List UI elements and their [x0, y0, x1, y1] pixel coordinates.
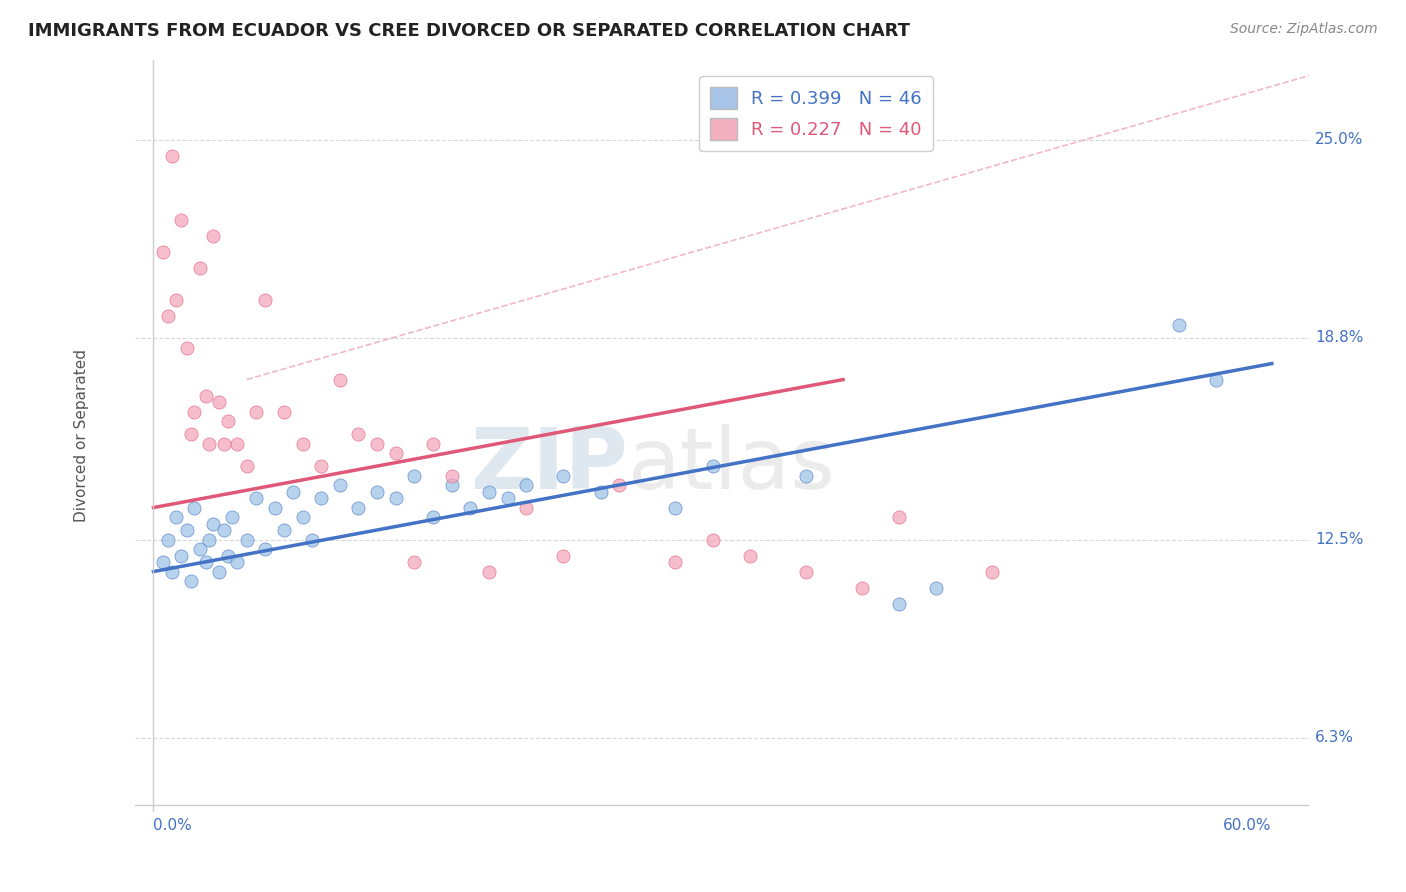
- Point: [301, 533, 323, 547]
- Point: [366, 436, 388, 450]
- Point: [263, 500, 285, 515]
- Point: [214, 436, 236, 450]
- Point: [245, 404, 267, 418]
- Point: [496, 491, 519, 505]
- Point: [226, 436, 249, 450]
- Point: [254, 293, 277, 307]
- Point: [329, 478, 352, 492]
- Point: [194, 555, 217, 569]
- Point: [981, 565, 1004, 579]
- Point: [273, 404, 295, 418]
- Point: [160, 148, 183, 162]
- Point: [217, 414, 239, 428]
- Point: [347, 500, 370, 515]
- Point: [794, 468, 817, 483]
- Legend: R = 0.399   N = 46, R = 0.227   N = 40: R = 0.399 N = 46, R = 0.227 N = 40: [699, 76, 932, 151]
- Point: [226, 555, 249, 569]
- Point: [515, 478, 537, 492]
- Point: [1167, 318, 1189, 333]
- Text: Divorced or Separated: Divorced or Separated: [75, 349, 90, 522]
- Point: [478, 565, 501, 579]
- Point: [609, 478, 631, 492]
- Point: [176, 341, 198, 355]
- Point: [170, 212, 193, 227]
- Point: [235, 458, 257, 473]
- Point: [925, 581, 948, 595]
- Point: [194, 388, 217, 402]
- Point: [515, 500, 537, 515]
- Point: [291, 510, 314, 524]
- Point: [157, 533, 180, 547]
- Point: [553, 468, 575, 483]
- Point: [170, 549, 193, 563]
- Point: [152, 555, 174, 569]
- Point: [309, 491, 332, 505]
- Point: [422, 436, 444, 450]
- Text: 12.5%: 12.5%: [1315, 532, 1364, 547]
- Text: atlas: atlas: [628, 425, 837, 508]
- Point: [702, 533, 724, 547]
- Point: [384, 446, 406, 460]
- Point: [217, 549, 239, 563]
- Point: [157, 309, 180, 323]
- Point: [183, 404, 205, 418]
- Point: [165, 293, 187, 307]
- Text: Source: ZipAtlas.com: Source: ZipAtlas.com: [1230, 22, 1378, 37]
- Point: [440, 478, 463, 492]
- Point: [165, 510, 187, 524]
- Point: [1205, 373, 1227, 387]
- Point: [458, 500, 481, 515]
- Point: [245, 491, 267, 505]
- Point: [160, 565, 183, 579]
- Point: [440, 468, 463, 483]
- Point: [283, 484, 305, 499]
- Point: [366, 484, 388, 499]
- Point: [422, 510, 444, 524]
- Point: [851, 581, 873, 595]
- Point: [794, 565, 817, 579]
- Text: 0.0%: 0.0%: [153, 818, 193, 833]
- Point: [254, 542, 277, 557]
- Point: [309, 458, 332, 473]
- Point: [208, 565, 231, 579]
- Point: [180, 574, 202, 589]
- Point: [664, 500, 686, 515]
- Point: [702, 458, 724, 473]
- Point: [183, 500, 205, 515]
- Point: [329, 373, 352, 387]
- Point: [291, 436, 314, 450]
- Point: [176, 523, 198, 537]
- Point: [152, 244, 174, 259]
- Point: [887, 510, 910, 524]
- Point: [180, 427, 202, 442]
- Point: [384, 491, 406, 505]
- Point: [188, 260, 211, 275]
- Point: [188, 542, 211, 557]
- Text: 60.0%: 60.0%: [1223, 818, 1272, 833]
- Point: [738, 549, 761, 563]
- Point: [198, 533, 221, 547]
- Point: [208, 395, 231, 409]
- Text: 18.8%: 18.8%: [1315, 330, 1364, 345]
- Text: 25.0%: 25.0%: [1315, 132, 1364, 147]
- Text: ZIP: ZIP: [470, 425, 628, 508]
- Point: [221, 510, 243, 524]
- Point: [198, 436, 221, 450]
- Point: [404, 468, 426, 483]
- Point: [214, 523, 236, 537]
- Point: [404, 555, 426, 569]
- Text: IMMIGRANTS FROM ECUADOR VS CREE DIVORCED OR SEPARATED CORRELATION CHART: IMMIGRANTS FROM ECUADOR VS CREE DIVORCED…: [28, 22, 910, 40]
- Point: [478, 484, 501, 499]
- Point: [887, 597, 910, 611]
- Point: [202, 516, 225, 531]
- Point: [273, 523, 295, 537]
- Point: [664, 555, 686, 569]
- Point: [589, 484, 612, 499]
- Point: [553, 549, 575, 563]
- Point: [347, 427, 370, 442]
- Text: 6.3%: 6.3%: [1315, 731, 1354, 746]
- Point: [202, 228, 225, 243]
- Point: [235, 533, 257, 547]
